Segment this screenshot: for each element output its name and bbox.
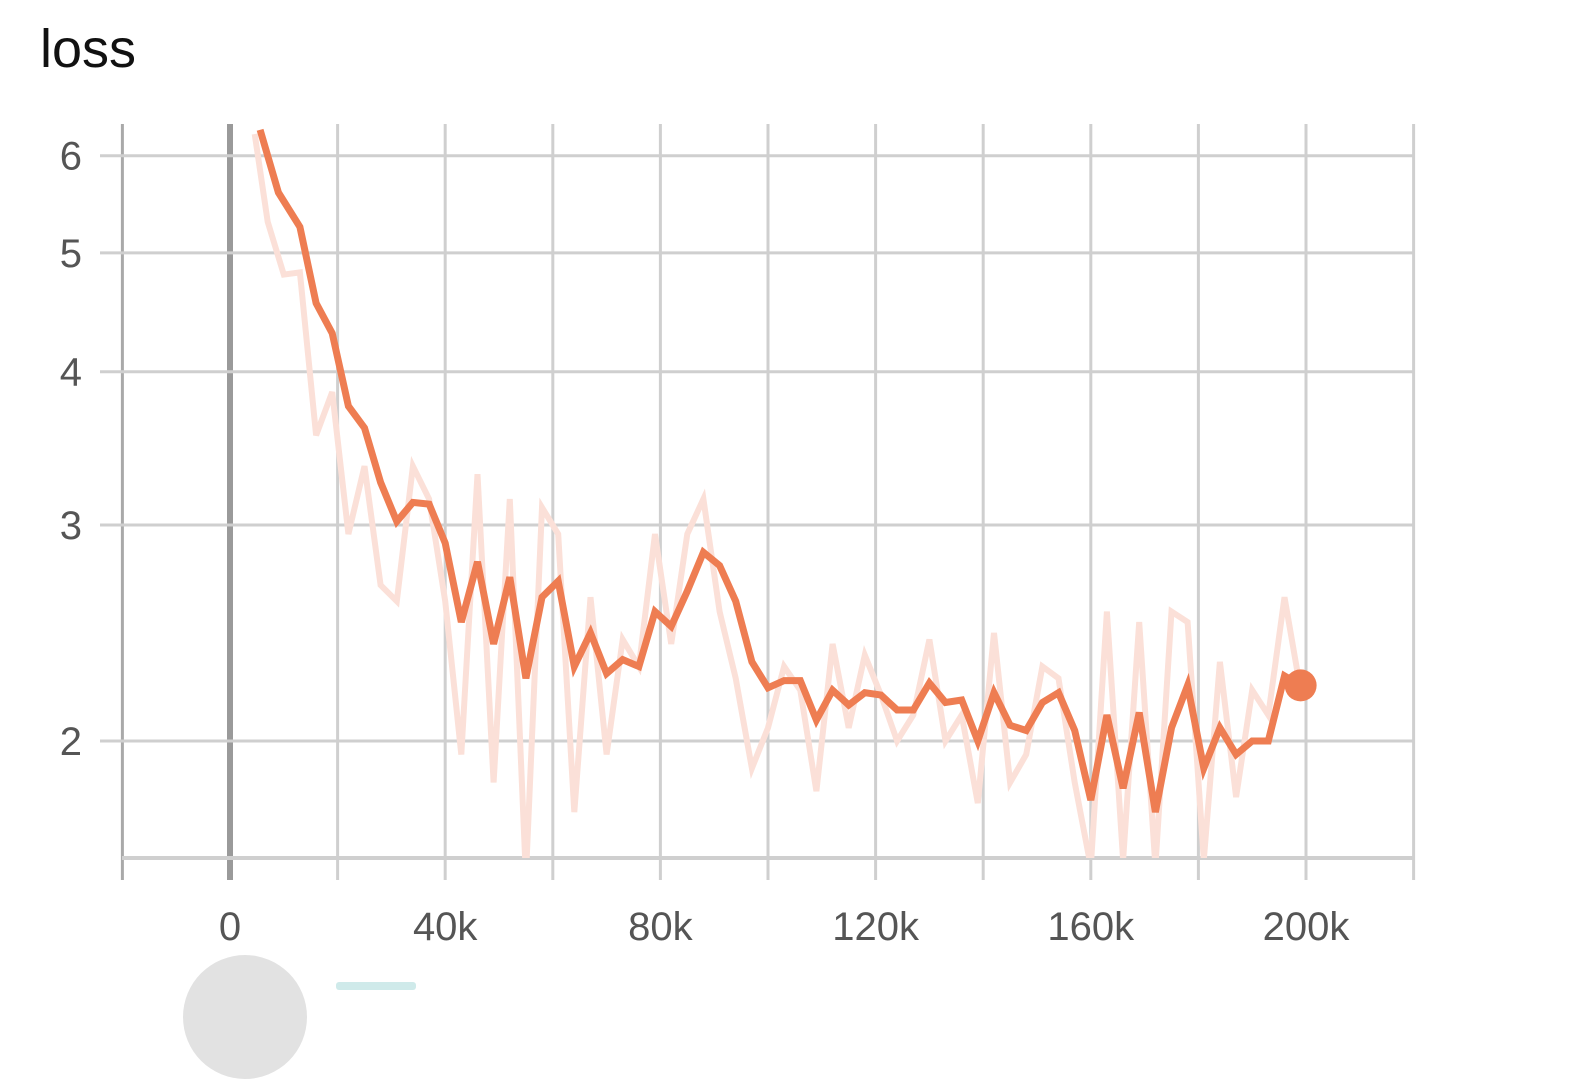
avatar-circle-partial — [183, 955, 307, 1079]
y-tick-label: 3 — [60, 504, 82, 548]
x-tick-label: 0 — [219, 905, 241, 949]
series-line-raw — [251, 133, 1304, 858]
x-tick-label: 120k — [832, 905, 920, 949]
x-tick-label: 200k — [1263, 905, 1351, 949]
loss-chart: 2 3 4 5 6 0 40k 80k 120k 160k 200k — [60, 124, 1416, 949]
y-tick-label: 6 — [60, 135, 82, 179]
x-tick-label: 40k — [413, 905, 478, 949]
color-chip-partial — [336, 982, 416, 990]
y-gridlines — [100, 154, 1414, 743]
last-point-marker — [1284, 669, 1317, 702]
tick-labels: 2 3 4 5 6 0 40k 80k 120k 160k 200k — [60, 135, 1351, 949]
x-gridlines — [120, 124, 1416, 880]
y-tick-label: 4 — [60, 351, 82, 395]
chart-title: loss — [40, 19, 137, 79]
x-tick-label: 80k — [628, 905, 693, 949]
x-tick-label: 160k — [1047, 905, 1135, 949]
y-tick-label: 5 — [60, 232, 82, 276]
series-lines — [251, 128, 1317, 858]
y-tick-label: 2 — [60, 720, 82, 764]
series-line-smoothed — [256, 128, 1303, 813]
